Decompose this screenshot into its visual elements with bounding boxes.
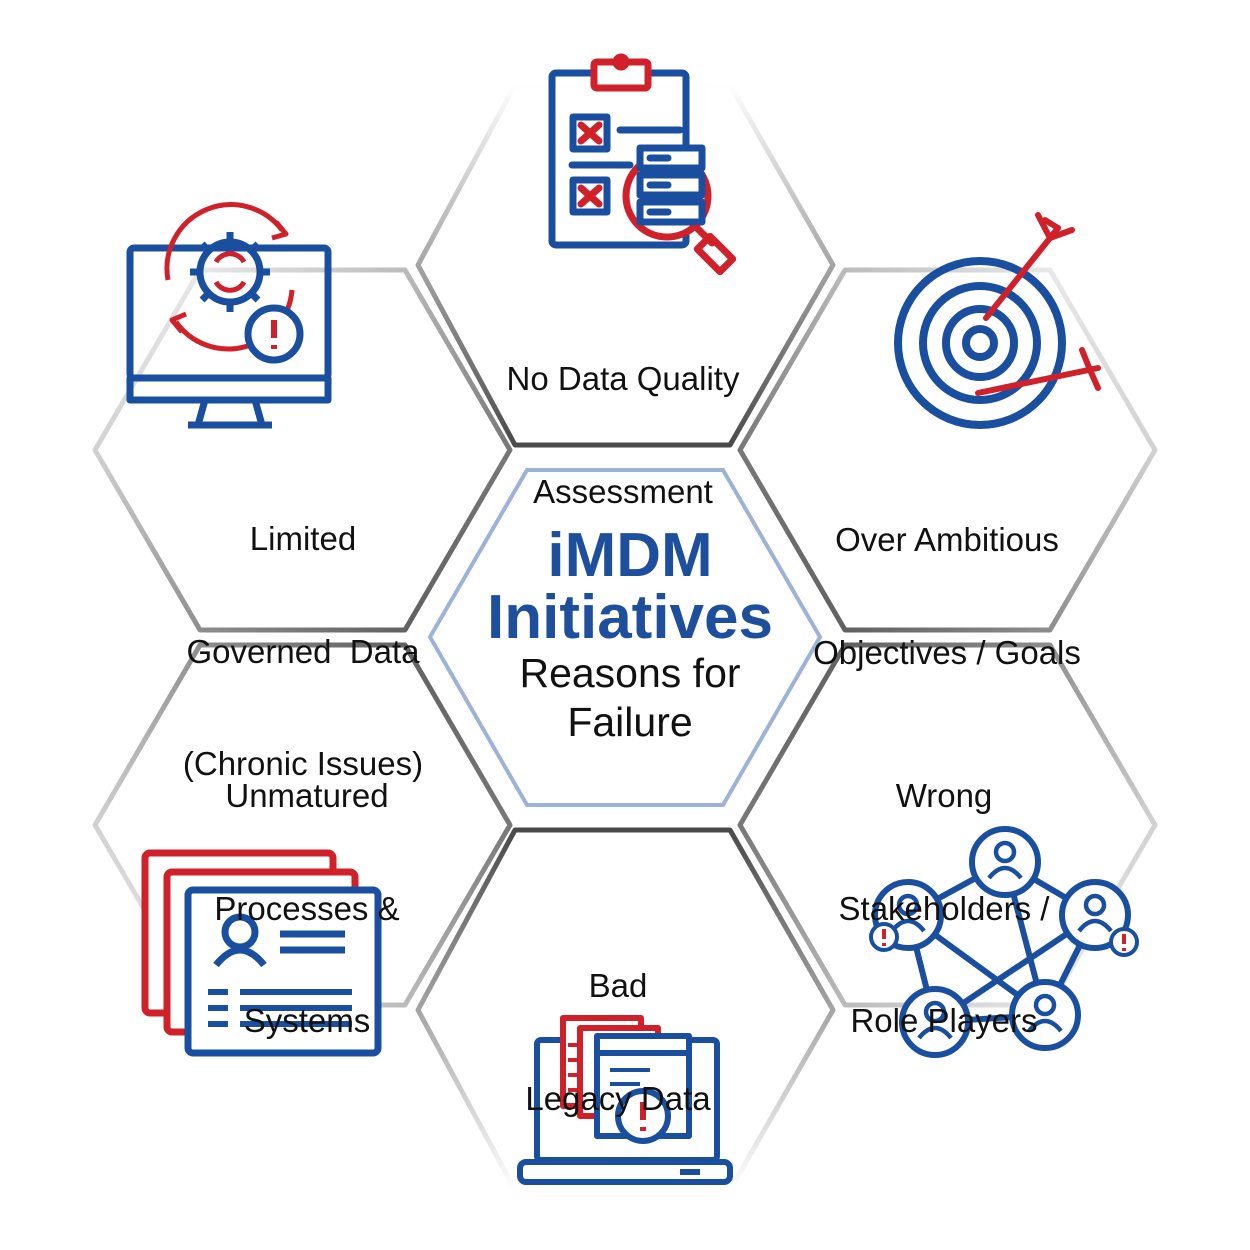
label-bottom-left: Unmatured Processes & Systems xyxy=(127,702,487,1077)
label-line: Role Players xyxy=(850,1002,1038,1039)
label-bottom: Bad Legacy Data xyxy=(438,892,798,1155)
label-line: No Data Quality xyxy=(506,360,740,397)
hexagon-bottom xyxy=(415,827,836,1193)
label-line: Systems xyxy=(243,1002,371,1039)
center-title-line1: iMDM xyxy=(547,521,713,590)
label-line: Bad xyxy=(588,967,648,1004)
label-line: Processes & xyxy=(214,889,400,927)
hexagon-top-right xyxy=(737,267,1158,633)
label-line: Assessment xyxy=(533,472,713,510)
center-title: iMDM Initiatives Reasons for Failure xyxy=(430,525,830,747)
label-top-left: Limited Governed Data (Chronic Issues) xyxy=(123,445,483,820)
people-network-icon xyxy=(869,826,1139,1058)
label-line: Governed Data xyxy=(186,632,420,670)
label-line: Wrong xyxy=(895,777,993,814)
center-subtitle-line2: Failure xyxy=(567,699,693,745)
label-line: (Chronic Issues) xyxy=(182,745,424,782)
clipboard-database-search-icon xyxy=(548,53,737,276)
laptop-documents-warning-icon xyxy=(517,1015,733,1185)
label-line: Over Ambitious xyxy=(835,521,1059,558)
label-line: Objectives / Goals xyxy=(813,633,1081,671)
monitor-gear-warning-icon xyxy=(126,202,332,429)
label-top: No Data Quality Assessment xyxy=(443,285,803,548)
hexagon-bottom-left xyxy=(92,642,513,1008)
label-line: Stakeholders / xyxy=(838,889,1050,927)
center-subtitle-line1: Reasons for xyxy=(519,650,741,696)
center-title-line2: Initiatives xyxy=(487,583,773,652)
center-hexagon xyxy=(427,468,823,807)
label-top-right: Over Ambitious Objectives / Goals xyxy=(767,446,1127,709)
label-line: Unmatured xyxy=(225,777,389,814)
hexagon-top xyxy=(415,82,836,448)
label-line: Legacy Data xyxy=(525,1079,711,1117)
hexagon-top-left xyxy=(92,267,513,633)
label-line: Limited xyxy=(249,520,357,557)
profile-cards-icon xyxy=(141,849,382,1057)
target-arrows-icon xyxy=(894,212,1101,429)
label-bottom-right: Wrong Stakeholders / Role Players xyxy=(764,702,1124,1077)
